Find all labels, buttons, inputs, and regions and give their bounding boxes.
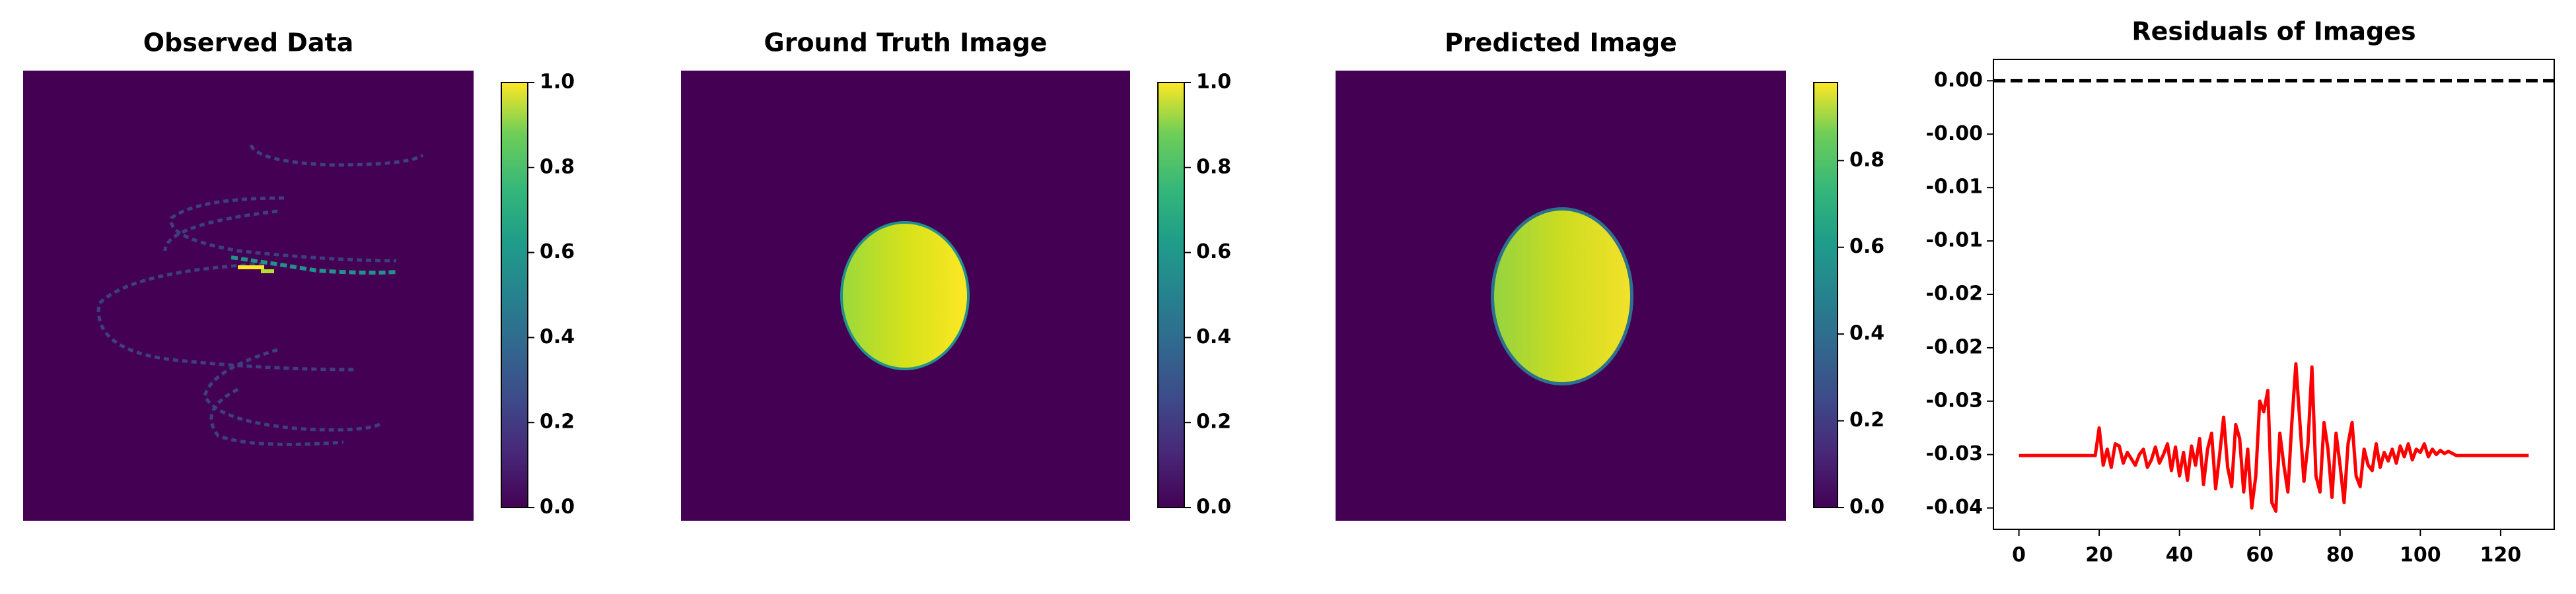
colorbar-tick-label: 0.8	[540, 155, 575, 178]
colorbar-tick-label: 0.2	[1196, 411, 1231, 434]
colorbar-tick-label: 0.4	[540, 325, 575, 348]
y-tick-label: -0.01	[1926, 229, 1983, 252]
x-tick-label: 100	[2400, 544, 2441, 567]
residual-line	[2019, 362, 2529, 513]
colorbar-tick-label: 0.6	[540, 240, 575, 263]
x-tick-label: 80	[2326, 544, 2354, 567]
panel-title: Residuals of Images	[2131, 17, 2415, 46]
colorbar-tick-label: 0.8	[1849, 148, 1884, 172]
colorbar-tick-label: 0.8	[1196, 155, 1231, 178]
y-tick-label: -0.02	[1926, 282, 1983, 306]
colorbar-tick-label: 0.6	[1196, 240, 1231, 263]
y-tick-label: -0.02	[1926, 335, 1983, 358]
x-tick-label: 40	[2166, 544, 2194, 567]
panel-title: Predicted Image	[1445, 28, 1677, 57]
colorbar-tick-label: 0.4	[1849, 322, 1884, 345]
colorbar-tick-label: 0.2	[540, 411, 575, 434]
colorbar-tick-label: 0.0	[540, 496, 575, 519]
colorbar	[501, 82, 528, 508]
panel-title: Observed Data	[143, 28, 354, 57]
x-tick-label: 60	[2246, 544, 2273, 567]
x-tick-label: 120	[2480, 544, 2522, 567]
plot-frame	[1993, 59, 2555, 530]
colorbar	[1813, 82, 1838, 508]
y-tick-label: -0.04	[1926, 496, 1983, 519]
observed-image	[23, 71, 474, 521]
y-tick-label: -0.03	[1926, 442, 1983, 465]
y-tick-label: -0.03	[1926, 389, 1983, 412]
y-tick-label: 0.00	[1934, 69, 1983, 92]
colorbar-tick-label: 0.2	[1849, 409, 1884, 432]
colorbar-tick-label: 0.0	[1849, 496, 1884, 519]
colorbar-tick-label: 1.0	[540, 71, 575, 94]
colorbar-tick-label: 1.0	[1196, 71, 1231, 94]
x-tick-label: 20	[2085, 544, 2113, 567]
ground-truth-image	[681, 71, 1130, 521]
y-tick-label: -0.00	[1926, 122, 1983, 145]
colorbar-tick-label: 0.0	[1196, 496, 1231, 519]
predicted-image	[1336, 71, 1786, 521]
x-tick-label: 0	[2012, 544, 2026, 567]
y-tick-label: -0.01	[1926, 176, 1983, 199]
colorbar-tick-label: 0.6	[1849, 235, 1884, 258]
colorbar	[1157, 82, 1185, 508]
colorbar-tick-label: 0.4	[1196, 325, 1231, 348]
panel-title: Ground Truth Image	[764, 28, 1048, 57]
